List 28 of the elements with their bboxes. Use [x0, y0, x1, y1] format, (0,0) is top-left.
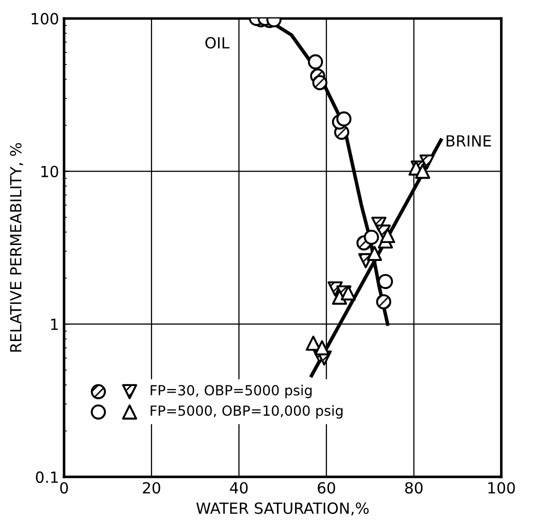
point — [364, 230, 379, 245]
point — [306, 336, 321, 351]
x-axis-title: WATER SATURATION,% — [196, 502, 369, 516]
legend-label: FP=5000, OBP=10,000 psig — [150, 405, 343, 419]
annotation: OIL — [205, 36, 230, 49]
point — [366, 246, 382, 261]
x-tick-label: 0 — [60, 482, 68, 494]
point — [308, 54, 324, 70]
y-tick-label: 0.1 — [36, 471, 58, 483]
point — [415, 164, 430, 179]
x-tick-label: 40 — [230, 482, 248, 494]
x-tick-label: 60 — [318, 482, 336, 494]
x-tick-label: 100 — [488, 482, 515, 494]
point — [336, 111, 352, 127]
point — [340, 285, 356, 300]
point — [419, 154, 435, 170]
x-tick-label: 20 — [142, 482, 160, 494]
y-tick-label: 1 — [51, 318, 58, 330]
x-tick-label: 80 — [405, 482, 423, 494]
point — [314, 340, 330, 356]
annotation: BRINE — [446, 135, 491, 146]
point — [378, 274, 393, 290]
legend-label: FP=30, OBP=5000 psig — [150, 384, 312, 398]
y-axis-title: RELATIVE PERMEABILITY, % — [10, 143, 24, 352]
y-tick-label: 10 — [41, 166, 58, 178]
point — [380, 228, 396, 244]
y-tick-label: 100 — [32, 12, 58, 24]
point — [332, 290, 348, 305]
